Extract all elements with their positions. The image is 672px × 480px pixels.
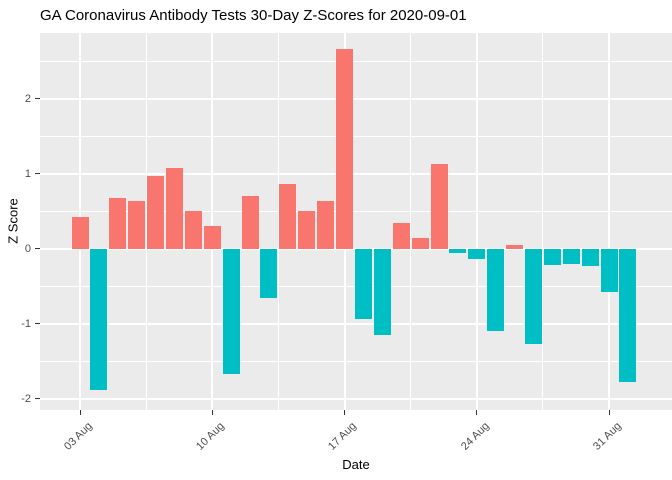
x-tick (608, 410, 610, 415)
bar (487, 248, 505, 331)
bar (166, 167, 184, 249)
bar (298, 211, 316, 249)
y-tick (35, 248, 40, 250)
x-tick (79, 410, 81, 415)
bar (449, 248, 467, 254)
bar (600, 248, 618, 292)
bar (336, 49, 354, 249)
bar (317, 200, 335, 249)
bar (562, 248, 580, 264)
bar (411, 237, 429, 249)
x-tick (476, 410, 478, 415)
gridline-minor-y (40, 210, 672, 212)
bar (184, 211, 202, 249)
bar (90, 248, 108, 390)
gridline-minor-x (410, 33, 412, 410)
x-tick (211, 410, 213, 415)
x-tick-label: 03 Aug (61, 420, 95, 453)
gridline-minor-y (40, 135, 672, 137)
y-tick-label: 2 (24, 92, 31, 105)
bar (354, 248, 372, 320)
gridline-major-x (475, 33, 478, 410)
y-axis-title: Z Score (5, 198, 21, 244)
y-tick (35, 98, 40, 100)
y-tick (35, 398, 40, 400)
bar (147, 176, 165, 249)
gridline-minor-x (145, 33, 147, 410)
y-tick-label: 0 (24, 242, 31, 255)
gridline-major-x (211, 33, 214, 410)
y-tick (35, 323, 40, 325)
gridline-minor-x (277, 33, 279, 410)
bar (468, 248, 486, 259)
bar (241, 195, 259, 249)
y-tick (35, 173, 40, 175)
gridline-minor-y (40, 60, 672, 62)
bar (128, 200, 146, 249)
bar (109, 197, 127, 249)
x-axis-title: Date (342, 457, 370, 472)
gridline-minor-y (40, 360, 672, 362)
bar (525, 248, 542, 345)
y-tick-label: 1 (24, 167, 31, 180)
bar (71, 217, 89, 249)
gridline-major-x (608, 33, 611, 410)
bar (430, 164, 448, 249)
bar (222, 248, 240, 374)
gridline-major-y (40, 322, 672, 325)
bar (581, 248, 599, 267)
bar (506, 245, 524, 249)
x-tick-label: 10 Aug (194, 420, 227, 453)
y-tick-label: -1 (21, 317, 31, 330)
x-tick-label: 24 Aug (458, 420, 492, 453)
x-tick-label: 31 Aug (590, 420, 624, 453)
gridline-major-y (40, 97, 672, 100)
chart-title: GA Coronavirus Antibody Tests 30-Day Z-S… (40, 7, 467, 24)
bar (279, 184, 297, 249)
bar (619, 248, 637, 383)
gridline-major-y (40, 172, 672, 175)
bar (392, 223, 410, 249)
plot-panel (40, 33, 672, 410)
x-tick-label: 17 Aug (326, 420, 360, 453)
bar (543, 248, 561, 265)
x-tick (344, 410, 346, 415)
bar (203, 225, 221, 249)
y-tick-label: -2 (21, 392, 31, 405)
gridline-minor-x (542, 33, 544, 410)
bar (260, 248, 278, 298)
gridline-major-y (40, 397, 672, 400)
bar (373, 248, 391, 336)
